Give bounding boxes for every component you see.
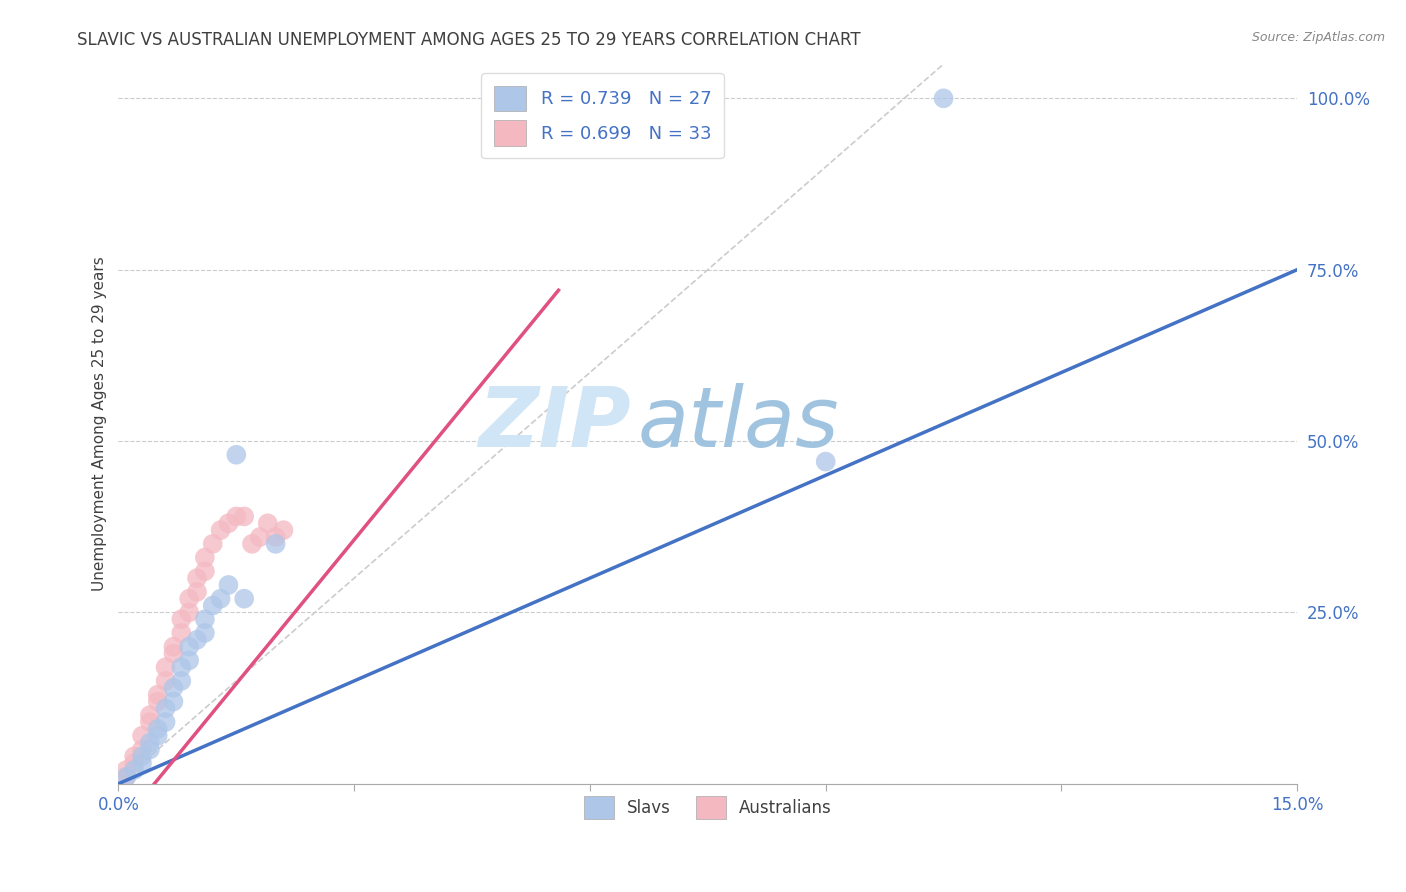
Point bbox=[256, 516, 278, 531]
Point bbox=[146, 688, 169, 702]
Point bbox=[155, 701, 177, 715]
Point bbox=[225, 448, 247, 462]
Point bbox=[217, 578, 239, 592]
Point bbox=[201, 537, 224, 551]
Point bbox=[814, 454, 837, 468]
Text: Source: ZipAtlas.com: Source: ZipAtlas.com bbox=[1251, 31, 1385, 45]
Point bbox=[115, 770, 138, 784]
Point bbox=[162, 640, 184, 654]
Point bbox=[170, 660, 193, 674]
Point bbox=[179, 653, 201, 667]
Point bbox=[547, 105, 569, 120]
Point bbox=[146, 694, 169, 708]
Point bbox=[122, 749, 145, 764]
Text: ZIP: ZIP bbox=[478, 384, 631, 465]
Point bbox=[217, 516, 239, 531]
Point bbox=[131, 749, 153, 764]
Point bbox=[115, 770, 138, 784]
Point bbox=[131, 756, 153, 771]
Point bbox=[131, 729, 153, 743]
Point bbox=[209, 591, 232, 606]
Point bbox=[155, 714, 177, 729]
Point bbox=[115, 763, 138, 777]
Point bbox=[179, 591, 201, 606]
Point bbox=[155, 660, 177, 674]
Point bbox=[233, 591, 256, 606]
Point bbox=[146, 729, 169, 743]
Point bbox=[146, 722, 169, 736]
Point bbox=[194, 550, 217, 565]
Point bbox=[131, 742, 153, 756]
Point bbox=[225, 509, 247, 524]
Y-axis label: Unemployment Among Ages 25 to 29 years: Unemployment Among Ages 25 to 29 years bbox=[93, 257, 107, 591]
Point bbox=[139, 714, 162, 729]
Point bbox=[249, 530, 271, 544]
Point bbox=[139, 742, 162, 756]
Point bbox=[932, 91, 955, 105]
Point bbox=[122, 763, 145, 777]
Text: SLAVIC VS AUSTRALIAN UNEMPLOYMENT AMONG AGES 25 TO 29 YEARS CORRELATION CHART: SLAVIC VS AUSTRALIAN UNEMPLOYMENT AMONG … bbox=[77, 31, 860, 49]
Point bbox=[162, 694, 184, 708]
Point bbox=[170, 673, 193, 688]
Point bbox=[186, 584, 208, 599]
Point bbox=[264, 530, 287, 544]
Point bbox=[194, 564, 217, 578]
Point bbox=[162, 647, 184, 661]
Point bbox=[162, 681, 184, 695]
Point bbox=[170, 626, 193, 640]
Point bbox=[170, 612, 193, 626]
Point bbox=[122, 756, 145, 771]
Point bbox=[139, 708, 162, 723]
Point bbox=[194, 626, 217, 640]
Point bbox=[273, 523, 295, 537]
Legend: Slavs, Australians: Slavs, Australians bbox=[576, 789, 838, 826]
Point bbox=[264, 537, 287, 551]
Point bbox=[179, 640, 201, 654]
Point bbox=[186, 632, 208, 647]
Text: atlas: atlas bbox=[637, 384, 839, 465]
Point bbox=[194, 612, 217, 626]
Point bbox=[209, 523, 232, 537]
Point bbox=[201, 599, 224, 613]
Point bbox=[240, 537, 263, 551]
Point bbox=[233, 509, 256, 524]
Point bbox=[139, 736, 162, 750]
Point bbox=[179, 606, 201, 620]
Point bbox=[186, 571, 208, 585]
Point bbox=[155, 673, 177, 688]
